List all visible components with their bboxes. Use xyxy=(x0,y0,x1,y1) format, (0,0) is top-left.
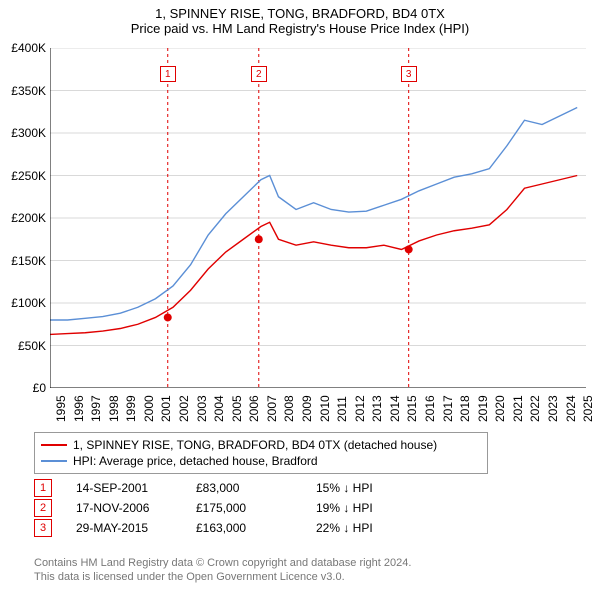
sales-table: 1 14-SEP-2001 £83,000 15% ↓ HPI 2 17-NOV… xyxy=(34,478,436,538)
x-tick-label: 2013 xyxy=(370,395,384,422)
y-tick-label: £200K xyxy=(0,211,46,225)
sale-price: £175,000 xyxy=(196,501,316,515)
x-tick-label: 2021 xyxy=(511,395,525,422)
table-row: 1 14-SEP-2001 £83,000 15% ↓ HPI xyxy=(34,478,436,498)
legend-item: HPI: Average price, detached house, Brad… xyxy=(41,453,481,469)
chart-marker-badge: 2 xyxy=(251,66,267,82)
legend: 1, SPINNEY RISE, TONG, BRADFORD, BD4 0TX… xyxy=(34,432,488,474)
x-tick-label: 2016 xyxy=(423,395,437,422)
footer-line: Contains HM Land Registry data © Crown c… xyxy=(34,556,574,570)
table-row: 2 17-NOV-2006 £175,000 19% ↓ HPI xyxy=(34,498,436,518)
x-tick-label: 2002 xyxy=(177,395,191,422)
x-tick-label: 2000 xyxy=(142,395,156,422)
x-tick-label: 1999 xyxy=(124,395,138,422)
chart-subtitle: Price paid vs. HM Land Registry's House … xyxy=(0,21,600,40)
x-tick-label: 1995 xyxy=(54,395,68,422)
x-tick-label: 2011 xyxy=(335,396,349,422)
x-tick-label: 2008 xyxy=(282,395,296,422)
chart-title: 1, SPINNEY RISE, TONG, BRADFORD, BD4 0TX xyxy=(0,0,600,21)
x-tick-label: 2005 xyxy=(230,395,244,422)
table-row: 3 29-MAY-2015 £163,000 22% ↓ HPI xyxy=(34,518,436,538)
sale-date: 17-NOV-2006 xyxy=(76,501,196,515)
legend-label: 1, SPINNEY RISE, TONG, BRADFORD, BD4 0TX… xyxy=(73,437,437,453)
x-tick-label: 2025 xyxy=(581,395,595,422)
sale-delta: 15% ↓ HPI xyxy=(316,481,436,495)
x-tick-label: 2022 xyxy=(528,395,542,422)
y-tick-label: £150K xyxy=(0,254,46,268)
y-tick-label: £250K xyxy=(0,169,46,183)
footer-attribution: Contains HM Land Registry data © Crown c… xyxy=(34,556,574,584)
x-tick-label: 2017 xyxy=(441,395,455,422)
marker-badge: 3 xyxy=(34,519,52,537)
sale-delta: 22% ↓ HPI xyxy=(316,521,436,535)
y-tick-label: £50K xyxy=(0,339,46,353)
x-tick-label: 2003 xyxy=(195,395,209,422)
marker-badge: 2 xyxy=(34,499,52,517)
footer-line: This data is licensed under the Open Gov… xyxy=(34,570,574,584)
legend-item: 1, SPINNEY RISE, TONG, BRADFORD, BD4 0TX… xyxy=(41,437,481,453)
marker-badge: 1 xyxy=(34,479,52,497)
x-tick-label: 2007 xyxy=(265,395,279,422)
chart-marker-badge: 1 xyxy=(160,66,176,82)
x-tick-label: 2010 xyxy=(318,395,332,422)
legend-swatch xyxy=(41,460,67,462)
chart-svg xyxy=(50,48,586,388)
chart-plot-area: 1 2 3 xyxy=(50,48,586,388)
sale-date: 14-SEP-2001 xyxy=(76,481,196,495)
chart-marker-badge: 3 xyxy=(401,66,417,82)
x-tick-label: 2020 xyxy=(493,395,507,422)
x-tick-label: 2001 xyxy=(159,395,173,422)
y-tick-label: £350K xyxy=(0,84,46,98)
y-tick-label: £400K xyxy=(0,41,46,55)
y-tick-label: £100K xyxy=(0,296,46,310)
x-tick-label: 1996 xyxy=(72,395,86,422)
y-tick-label: £300K xyxy=(0,126,46,140)
x-tick-label: 2023 xyxy=(546,395,560,422)
x-tick-label: 2019 xyxy=(476,395,490,422)
x-tick-label: 1998 xyxy=(107,395,121,422)
x-tick-label: 2014 xyxy=(388,395,402,422)
sale-delta: 19% ↓ HPI xyxy=(316,501,436,515)
y-tick-label: £0 xyxy=(0,381,46,395)
x-tick-label: 2004 xyxy=(212,395,226,422)
x-tick-label: 2015 xyxy=(405,395,419,422)
x-tick-label: 2009 xyxy=(300,395,314,422)
x-tick-label: 1997 xyxy=(89,395,103,422)
legend-label: HPI: Average price, detached house, Brad… xyxy=(73,453,318,469)
x-tick-label: 2024 xyxy=(564,395,578,422)
sale-price: £163,000 xyxy=(196,521,316,535)
legend-swatch xyxy=(41,444,67,446)
sale-date: 29-MAY-2015 xyxy=(76,521,196,535)
x-tick-label: 2018 xyxy=(458,395,472,422)
x-tick-label: 2006 xyxy=(247,395,261,422)
x-tick-label: 2012 xyxy=(353,395,367,422)
sale-price: £83,000 xyxy=(196,481,316,495)
